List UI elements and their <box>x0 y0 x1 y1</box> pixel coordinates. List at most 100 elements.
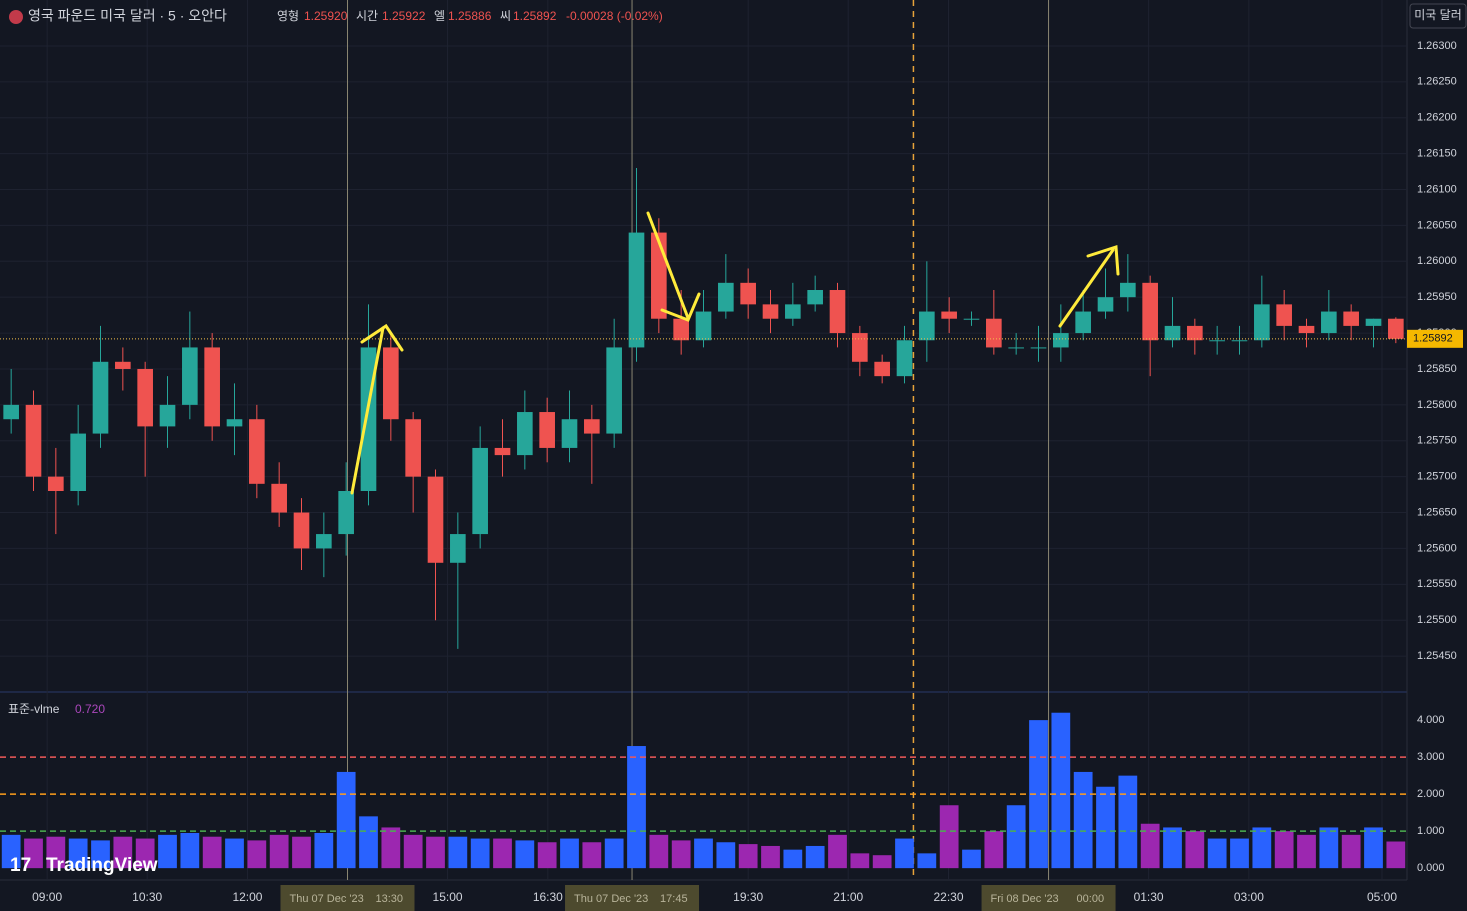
volume-tick-label: 1.000 <box>1417 825 1445 837</box>
candle-body <box>1388 318 1404 339</box>
volume-bar <box>46 836 66 869</box>
marker-date: Thu 07 Dec '23 <box>290 893 364 905</box>
volume-bar <box>1006 805 1026 869</box>
volume-bar <box>1163 827 1182 869</box>
currency-button[interactable] <box>1409 3 1467 29</box>
volume-bar <box>1319 827 1339 869</box>
ohlc-value: 1.25920 <box>304 9 348 23</box>
candle-body <box>919 311 935 341</box>
candle-body <box>1030 347 1047 349</box>
candle-body <box>249 419 265 484</box>
y-tick-label: 1.26050 <box>1417 219 1457 231</box>
candle-body <box>159 404 176 427</box>
marker-tag <box>981 885 1116 911</box>
volume-bar <box>1051 712 1071 869</box>
candle-body <box>606 347 622 434</box>
volume-bar <box>895 838 914 869</box>
watermark-logo: 17 <box>10 855 31 876</box>
volume-bar <box>1364 827 1383 869</box>
volume-bar <box>582 842 602 869</box>
volume-bar <box>917 853 937 869</box>
x-tick-label: 12:00 <box>232 890 262 904</box>
labels: 1.25450 1.25500 1.25550 1.25600 1.25650 1.257… <box>32 40 1463 911</box>
candle-body <box>1053 333 1069 348</box>
y-tick-label: 1.25500 <box>1417 614 1457 626</box>
arrow-head <box>1086 244 1120 276</box>
last-price-tag <box>1407 329 1463 348</box>
y-tick-label: 1.25450 <box>1417 650 1457 662</box>
y-tick-label: 1.25600 <box>1417 542 1457 554</box>
volume-bar <box>1185 831 1205 869</box>
volume-bar <box>1140 823 1160 869</box>
candle-body <box>628 232 645 348</box>
volume-bar <box>604 838 624 869</box>
symbol: 영국 파운드 미국 달러 · 5 · 오안다 <box>28 8 227 24</box>
x-tick-label: 16:30 <box>533 890 563 904</box>
annotations <box>350 211 1120 495</box>
candle-body <box>829 290 846 334</box>
ohlc-label: 엘 <box>434 9 445 23</box>
volume-bar <box>202 836 222 869</box>
x-tick-label: 10:30 <box>132 890 162 904</box>
volume-bar <box>91 840 110 869</box>
ohlc-label: 시간 <box>356 9 378 23</box>
y-tick-label: 1.26100 <box>1417 183 1457 195</box>
volume-bar <box>314 833 334 869</box>
volume-tick-label: 3.000 <box>1417 751 1445 763</box>
x-tick-label: 03:00 <box>1234 890 1264 904</box>
y-tick-label: 1.25550 <box>1417 578 1457 590</box>
volume-bar <box>962 849 981 869</box>
volume-bar <box>135 838 155 869</box>
volume-bar <box>448 836 468 869</box>
volume-bar <box>1341 834 1361 869</box>
x-tick-label: 09:00 <box>32 890 62 904</box>
volume-bar <box>738 844 758 869</box>
watermark: TradingView <box>46 855 158 876</box>
volume-tick-label: 0.000 <box>1417 862 1445 874</box>
volume-bar <box>939 805 959 869</box>
candle-body <box>1231 340 1248 342</box>
candle-body <box>92 361 109 434</box>
candle-body <box>137 368 153 427</box>
candle-body <box>986 318 1002 348</box>
y-tick-label: 1.26250 <box>1417 76 1457 88</box>
volume-bar <box>68 838 88 869</box>
marker-tag <box>280 885 415 911</box>
candle-body <box>204 347 220 427</box>
volume-tick-label: 2.000 <box>1417 788 1445 800</box>
candle-body <box>539 412 555 448</box>
volume-bar <box>269 834 289 869</box>
volume-bar <box>649 834 669 869</box>
candle-body <box>293 512 310 549</box>
y-tick-label: 1.25750 <box>1417 435 1457 447</box>
volume-bar <box>1 834 21 869</box>
arrow <box>1058 248 1115 328</box>
candle-body <box>1142 282 1158 341</box>
candle-body <box>941 311 957 319</box>
volume-bar <box>783 849 803 869</box>
arrow <box>646 211 690 320</box>
candle-body <box>1276 304 1292 326</box>
y-tick-label: 1.26200 <box>1417 112 1457 124</box>
candle-body <box>1321 311 1337 334</box>
candle-body <box>695 311 712 341</box>
volume-bar <box>1252 827 1272 869</box>
candle-body <box>338 491 354 535</box>
candle-body <box>405 419 421 477</box>
volume-bar <box>158 834 177 869</box>
currency-button-label[interactable]: 미국 달러 <box>1414 8 1462 22</box>
volume-bar <box>1386 841 1406 869</box>
x-tick-label: 05:00 <box>1367 890 1397 904</box>
candle-body <box>740 282 756 305</box>
arrow-head <box>360 323 404 352</box>
candle-body <box>316 534 332 549</box>
candle-body <box>1187 325 1203 341</box>
y-tick-label: 1.25650 <box>1417 506 1457 518</box>
volume-bar <box>180 833 200 869</box>
volume-bar <box>24 838 43 869</box>
volume-bar <box>627 746 646 869</box>
marker-date: Fri 08 Dec '23 <box>991 893 1059 905</box>
y-tick-label: 1.25800 <box>1417 399 1457 411</box>
candle-body <box>472 447 488 535</box>
